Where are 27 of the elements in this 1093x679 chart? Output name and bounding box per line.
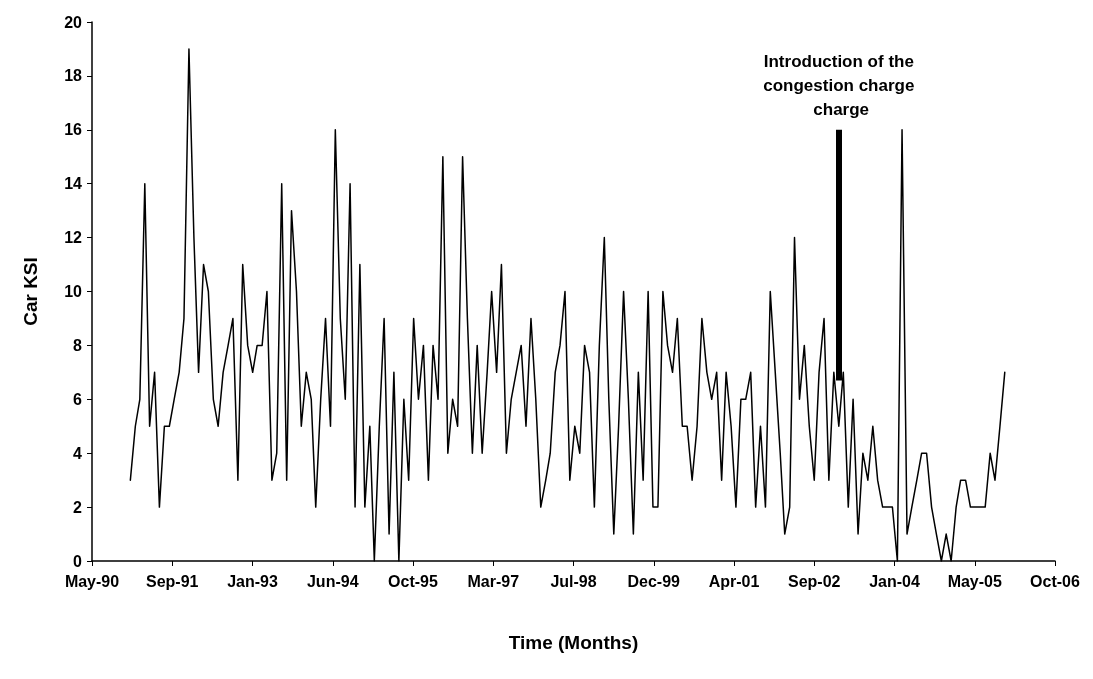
y-tick-label: 20 (64, 13, 83, 31)
x-tick-label: Mar-97 (467, 572, 520, 590)
x-tick-label: Sep-91 (146, 572, 199, 590)
y-tick-label: 2 (73, 498, 83, 516)
x-tick-label: Jan-04 (869, 572, 920, 590)
x-tick-label: May-90 (64, 572, 120, 590)
x-tick-label: Oct-06 (1030, 572, 1080, 590)
y-axis-title: Car KSI (20, 257, 41, 326)
x-axis-title: Time (Months) (508, 632, 639, 653)
x-tick-label: Oct-95 (388, 572, 438, 590)
x-tick-label: Jun-94 (306, 572, 359, 590)
x-tick-label: Apr-01 (708, 572, 760, 590)
x-tick-label: Jul-98 (550, 572, 597, 590)
y-tick-label: 4 (73, 444, 83, 462)
x-tick-label: Dec-99 (627, 572, 681, 590)
x-tick-label: Sep-02 (788, 572, 841, 590)
y-tick-label: 12 (64, 229, 83, 247)
x-tick-label: Jan-93 (227, 572, 278, 590)
y-tick-label: 10 (64, 283, 83, 300)
y-tick-label: 18 (64, 67, 83, 85)
y-tick-label: 16 (64, 121, 83, 139)
annotation: Introduction of the congestion charge charge (763, 52, 915, 120)
x-tick-label: May-05 (947, 572, 1002, 590)
y-tick-label: 0 (73, 552, 83, 570)
y-tick-label: 6 (73, 390, 83, 408)
y-tick-label: 8 (73, 336, 83, 354)
y-tick-label: 14 (64, 175, 83, 193)
